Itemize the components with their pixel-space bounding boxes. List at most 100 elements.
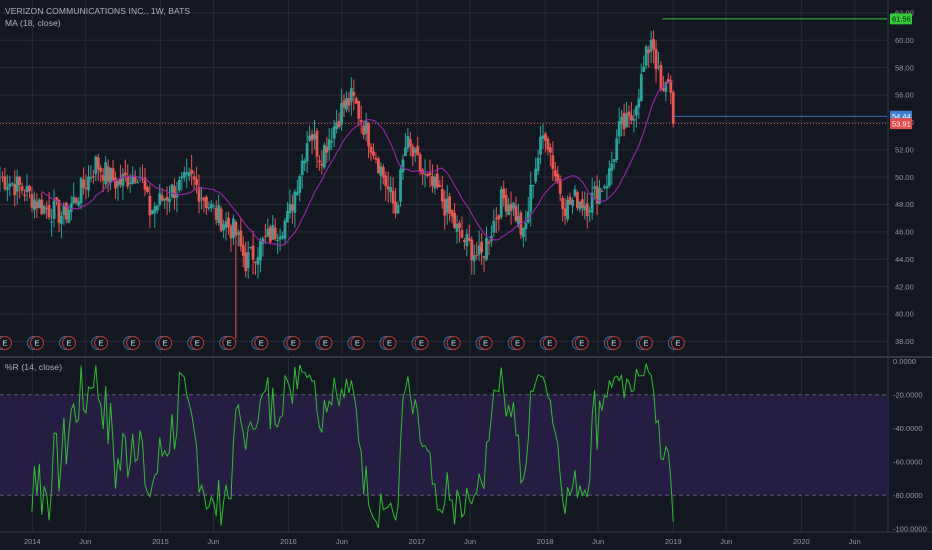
- candle-body: [84, 187, 88, 190]
- time-tick-label: 2017: [409, 537, 426, 546]
- time-tick-label: Jun: [849, 537, 861, 546]
- candle-body: [413, 148, 417, 153]
- candle-body: [492, 220, 496, 233]
- earnings-marker[interactable]: E: [219, 335, 237, 351]
- earnings-marker[interactable]: E: [0, 335, 12, 351]
- earnings-marker[interactable]: E: [123, 335, 141, 351]
- candle-body: [553, 170, 557, 177]
- candle-body: [50, 221, 53, 223]
- candle-body: [286, 210, 289, 223]
- candle-body: [158, 193, 162, 205]
- candle-body: [25, 186, 29, 193]
- candle-body: [662, 88, 665, 91]
- candle-body: [234, 221, 238, 236]
- candle-body: [1, 176, 4, 178]
- earnings-marker[interactable]: E: [59, 335, 77, 351]
- wr-line: [31, 363, 674, 529]
- candle-body: [588, 210, 592, 213]
- earnings-marker[interactable]: E: [507, 335, 525, 351]
- wr-tick-label: -40.0000: [893, 424, 923, 433]
- wr-axis[interactable]: 0.0000 -20.0000 -40.0000 -60.0000 -80.0000 -1…: [893, 357, 927, 533]
- candle-body: [322, 144, 326, 168]
- earnings-marker[interactable]: E: [26, 335, 45, 351]
- price-axis[interactable]: 62.0060.0058.0056.0054.0052.0050.0048.00…: [890, 9, 914, 346]
- candle-body: [396, 204, 400, 214]
- candle-body: [374, 157, 378, 160]
- earnings-marker[interactable]: E: [667, 335, 685, 351]
- wr-indicator-label[interactable]: %R (14, close): [5, 362, 63, 372]
- candle-body: [644, 46, 648, 66]
- price-tick-label: 60.00: [895, 36, 914, 45]
- earnings-marker[interactable]: E: [251, 335, 269, 351]
- candle-body: [576, 192, 579, 208]
- earnings-label: E: [643, 339, 648, 348]
- candle-body: [55, 197, 58, 201]
- pane-divider[interactable]: [0, 0, 932, 533]
- candle-body: [357, 101, 361, 119]
- time-axis[interactable]: 2014 Jun 2015 Jun 2016 Jun 2017 Jun 2018 Jun 2019 J…: [24, 537, 861, 546]
- candle-body: [659, 65, 663, 90]
- candle-body: [578, 202, 582, 210]
- candle-body: [504, 194, 508, 212]
- candle-body: [529, 184, 533, 212]
- candle-body: [438, 185, 442, 187]
- candle-body: [224, 221, 228, 228]
- candle-body: [485, 237, 488, 260]
- earnings-marker[interactable]: E: [571, 335, 589, 351]
- earnings-marker[interactable]: E: [539, 335, 557, 351]
- earnings-marker[interactable]: E: [155, 335, 173, 351]
- earnings-label: E: [291, 339, 296, 348]
- candle-body: [472, 255, 476, 262]
- candle-body: [126, 176, 130, 187]
- candle-body: [475, 254, 479, 256]
- candle-body: [630, 115, 633, 121]
- earnings-marker[interactable]: E: [411, 335, 429, 351]
- candle-body: [521, 227, 525, 238]
- candle-body: [620, 116, 624, 125]
- price-badge-label: 61.56: [892, 15, 911, 24]
- symbol-title[interactable]: VERIZON COMMUNICATIONS INC., 1W, BATS: [5, 6, 191, 16]
- earnings-marker[interactable]: E: [315, 335, 333, 351]
- ma-indicator-label[interactable]: MA (18, close): [5, 18, 61, 28]
- candle-body: [5, 187, 9, 190]
- earnings-marker[interactable]: E: [91, 335, 109, 351]
- candle-body: [165, 196, 169, 201]
- candle-body: [104, 162, 108, 185]
- candle-body: [340, 103, 343, 125]
- time-tick-label: 2019: [665, 537, 682, 546]
- candle-body: [146, 187, 149, 192]
- pane-separator[interactable]: [0, 356, 932, 358]
- earnings-label: E: [259, 339, 264, 348]
- candle-body: [408, 139, 412, 147]
- candle-body: [111, 168, 115, 181]
- earnings-marker[interactable]: E: [443, 335, 461, 351]
- price-tick-label: 52.00: [895, 145, 914, 154]
- candle-body: [571, 200, 574, 206]
- candle-body: [610, 163, 614, 171]
- candle-body: [440, 188, 444, 202]
- candle-body: [170, 184, 174, 198]
- candle-body: [598, 187, 601, 204]
- candle-body: [494, 218, 498, 220]
- candle-body: [507, 204, 511, 215]
- candle-body: [3, 176, 7, 190]
- candle-body: [182, 172, 186, 178]
- earnings-marker[interactable]: E: [379, 335, 397, 351]
- candle-body: [163, 198, 167, 201]
- earnings-marker[interactable]: E: [283, 335, 301, 351]
- candle-body: [389, 187, 393, 193]
- earnings-label: E: [419, 339, 424, 348]
- earnings-marker[interactable]: E: [347, 335, 365, 351]
- earnings-marker[interactable]: E: [187, 335, 205, 351]
- candle-body: [595, 185, 599, 204]
- time-tick-label: Jun: [207, 537, 219, 546]
- earnings-ring: [574, 335, 589, 351]
- price-tick-label: 40.00: [895, 310, 914, 319]
- candle-body: [219, 208, 223, 231]
- earnings-marker[interactable]: E: [603, 335, 621, 351]
- candle-body: [143, 177, 147, 190]
- earnings-marker[interactable]: E: [475, 335, 493, 351]
- earnings-marker[interactable]: E: [635, 335, 653, 351]
